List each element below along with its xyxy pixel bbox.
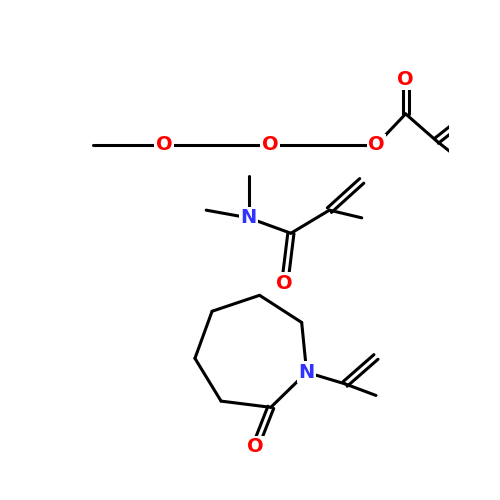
Text: O: O: [398, 70, 414, 89]
Text: O: O: [247, 438, 264, 456]
Text: O: O: [156, 135, 172, 154]
Text: O: O: [262, 135, 278, 154]
Text: N: N: [298, 363, 315, 382]
Text: O: O: [368, 135, 384, 154]
Text: O: O: [276, 274, 293, 293]
Text: N: N: [240, 208, 256, 228]
